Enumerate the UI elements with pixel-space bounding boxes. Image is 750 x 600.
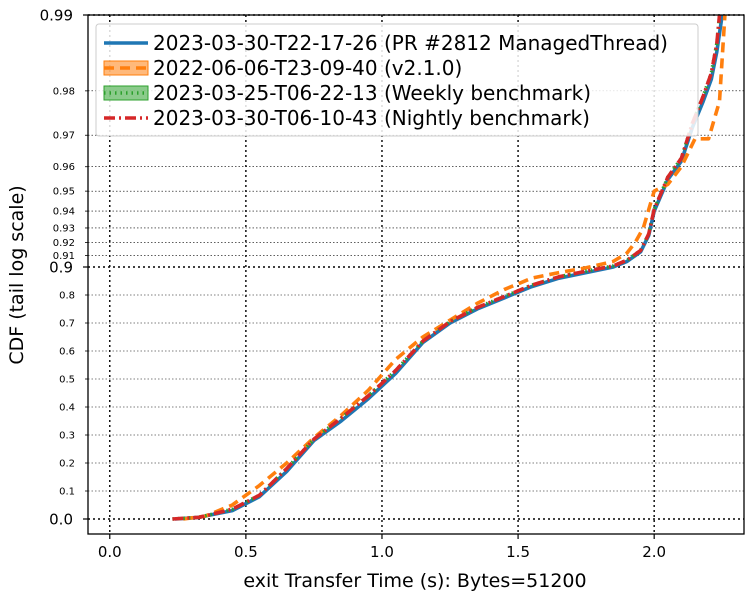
y-minor-tick-label: 0.4 <box>59 403 75 414</box>
x-tick-label: 0.5 <box>234 543 258 561</box>
legend-label-4: 2023-03-30-T06-10-43 (Nightly benchmark) <box>153 106 590 130</box>
series-line-2 <box>183 14 727 521</box>
y-major-tick-label: 0.9 <box>49 259 73 277</box>
y-minor-tick-label: 0.3 <box>59 431 75 442</box>
y-minor-tick-label: 0.6 <box>59 347 75 358</box>
legend: 2023-03-30-T22-17-26 (PR #2812 ManagedTh… <box>95 23 699 137</box>
y-axis-label: CDF (tail log scale) <box>6 185 28 364</box>
y-minor-tick-label: 0.8 <box>59 291 75 302</box>
legend-box <box>95 23 699 137</box>
y-minor-tick-label: 0.7 <box>59 319 75 330</box>
ticks: 0.1 0.2 0.3 0.4 0.5 0.6 0.7 0.8 0.91 0.92 0.93 0.94… <box>40 7 667 562</box>
y-minor-tick-label: 0.92 <box>53 238 75 249</box>
x-tick-label: 1.5 <box>506 543 530 561</box>
y-minor-tick-label: 0.1 <box>59 487 75 498</box>
plot-frame <box>87 14 745 535</box>
legend-label-3: 2023-03-25-T06-22-13 (Weekly benchmark) <box>153 81 591 105</box>
x-tick-label: 2.0 <box>642 543 666 561</box>
y-major-tick-label: 0.0 <box>49 511 73 529</box>
legend-label-1: 2023-03-30-T22-17-26 (PR #2812 ManagedTh… <box>153 31 668 55</box>
y-minor-tick-label: 0.91 <box>53 251 75 262</box>
series-line-4 <box>172 14 722 521</box>
y-minor-tick-label: 0.95 <box>53 187 75 198</box>
y-minor-tick-label: 0.5 <box>59 375 75 386</box>
x-tick-label: 0.0 <box>98 543 122 561</box>
y-minor-tick-label: 0.93 <box>53 223 75 234</box>
legend-label-2: 2022-06-06-T23-09-40 (v2.1.0) <box>153 56 462 80</box>
x-tick-label: 1.0 <box>370 543 394 561</box>
y-minor-tick-label: 0.96 <box>53 162 75 173</box>
y-minor-tick-label: 0.2 <box>59 459 75 470</box>
y-major-tick-label: 0.99 <box>40 7 73 25</box>
x-axis-label: exit Transfer Time (s): Bytes=51200 <box>243 570 586 592</box>
y-minor-tick-label: 0.94 <box>53 207 75 218</box>
y-minor-tick-label: 0.98 <box>53 86 75 97</box>
series-lines <box>172 14 727 521</box>
y-minor-tick-label: 0.97 <box>53 131 75 142</box>
